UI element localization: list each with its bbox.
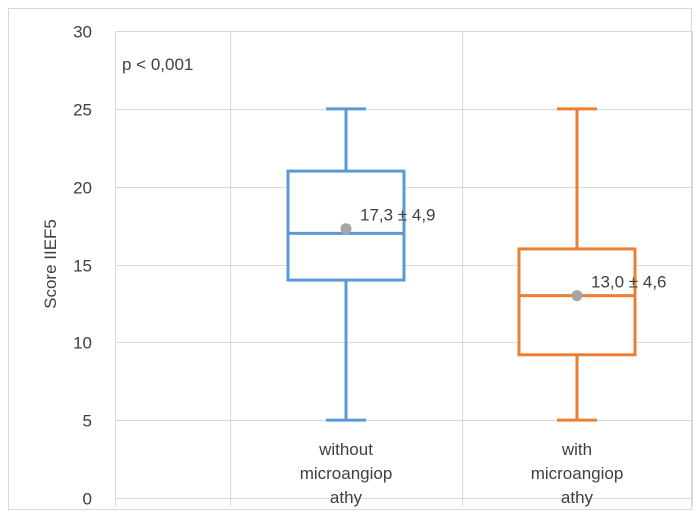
y-tick-label: 0 [83, 490, 92, 509]
y-tick-label: 10 [73, 334, 92, 353]
y-tick-label: 15 [73, 257, 92, 276]
y-axis-title: Score IIEF5 [41, 219, 60, 309]
y-tick-label: 30 [73, 23, 92, 42]
box-group [286, 107, 406, 422]
mean-marker [340, 223, 352, 235]
x-category-label-line: microangiop [300, 464, 393, 483]
label-layer: Score IIEF5 p < 0,001 0 5 10 15 20 25 30 17,3 ±… [41, 23, 667, 509]
x-category-label-line: with [561, 440, 592, 459]
y-tick-label: 5 [83, 412, 92, 431]
x-category-label-line: microangiop [531, 464, 624, 483]
mean-marker [571, 290, 583, 302]
mean-label: 17,3 ± 4,9 [360, 206, 436, 225]
y-tick-label: 20 [73, 179, 92, 198]
p-value-annotation: p < 0,001 [122, 55, 193, 74]
y-tick-label: 25 [73, 101, 92, 120]
x-category-label-line: athy [561, 488, 594, 507]
x-category-label-line: athy [330, 488, 363, 507]
iqr-box [517, 247, 637, 357]
x-category-label-line: without [318, 440, 373, 459]
chart-border [8, 8, 692, 510]
box-layer [286, 107, 637, 422]
mean-label: 13,0 ± 4,6 [591, 273, 667, 292]
box-group [517, 107, 637, 422]
